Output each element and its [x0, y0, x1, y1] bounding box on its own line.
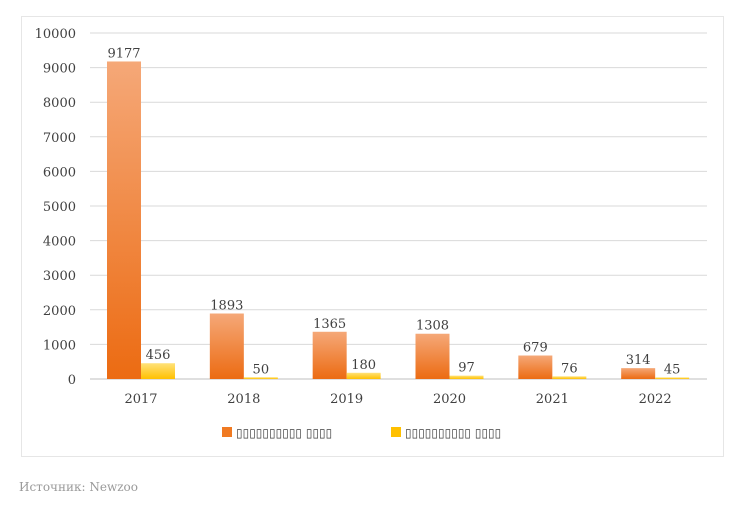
- x-tick-label: 2019: [330, 392, 363, 407]
- x-tick-label: 2022: [639, 392, 672, 407]
- y-tick-label: 10000: [35, 27, 76, 42]
- y-axis-tick-labels: 0 1000 2000 3000 4000 5000 6000 7000 8000 9000 100…: [35, 27, 76, 388]
- legend-label-series-2: ▯▯▯▯▯▯▯▯▯▯ ▯▯▯▯: [405, 426, 501, 440]
- bar-2019-series-1: [312, 331, 347, 379]
- y-tick-label: 0: [68, 373, 76, 388]
- bars: [107, 61, 690, 379]
- data-label: 45: [664, 362, 681, 377]
- data-label: 456: [146, 348, 171, 363]
- data-label: 180: [351, 358, 376, 373]
- source-note: Источник: Newzoo: [19, 480, 138, 494]
- legend-label-series-1: ▯▯▯▯▯▯▯▯▯▯ ▯▯▯▯: [236, 426, 332, 440]
- bar-2022-series-2: [655, 377, 690, 379]
- legend[interactable]: ▯▯▯▯▯▯▯▯▯▯ ▯▯▯▯ ▯▯▯▯▯▯▯▯▯▯ ▯▯▯▯: [222, 426, 501, 440]
- data-label: 50: [253, 362, 270, 377]
- y-tick-label: 3000: [43, 269, 76, 284]
- y-tick-label: 6000: [43, 165, 76, 180]
- y-tick-label: 5000: [43, 200, 76, 215]
- data-label: 1308: [416, 319, 449, 334]
- x-tick-label: 2018: [227, 392, 260, 407]
- y-tick-label: 2000: [43, 304, 76, 319]
- bar-2020-series-1: [415, 333, 450, 379]
- data-label: 1365: [313, 317, 346, 332]
- bar-2021-series-2: [552, 376, 587, 379]
- y-tick-label: 4000: [43, 235, 76, 250]
- y-tick-label: 7000: [43, 131, 76, 146]
- legend-swatch-series-1: [222, 427, 232, 437]
- bar-2018-series-2: [243, 377, 278, 379]
- bar-2022-series-1: [621, 368, 656, 379]
- data-label: 314: [626, 353, 651, 368]
- x-tick-label: 2017: [124, 392, 157, 407]
- data-label: 1893: [210, 299, 243, 314]
- bar-2018-series-1: [209, 313, 244, 379]
- y-tick-label: 9000: [43, 62, 76, 77]
- data-label: 9177: [107, 46, 140, 61]
- y-tick-label: 8000: [43, 96, 76, 111]
- y-tick-label: 1000: [43, 338, 76, 353]
- data-label: 76: [561, 361, 578, 376]
- x-axis-tick-labels: 2017 2018 2019 2020 2021 2022: [124, 392, 671, 407]
- bar-2017-series-1: [107, 61, 141, 379]
- x-tick-label: 2021: [536, 392, 569, 407]
- data-label: 679: [523, 341, 548, 356]
- bar-2019-series-2: [346, 372, 381, 379]
- legend-swatch-series-2: [391, 427, 401, 437]
- bar-2017-series-2: [141, 363, 175, 379]
- bar-2021-series-1: [518, 355, 553, 379]
- bar-2020-series-2: [449, 375, 484, 379]
- data-labels: 9177 456 1893 50 1365 180 1308 97 679 76 314 45: [107, 46, 680, 377]
- gridlines: [90, 32, 707, 380]
- data-label: 97: [458, 361, 475, 376]
- x-tick-label: 2020: [433, 392, 466, 407]
